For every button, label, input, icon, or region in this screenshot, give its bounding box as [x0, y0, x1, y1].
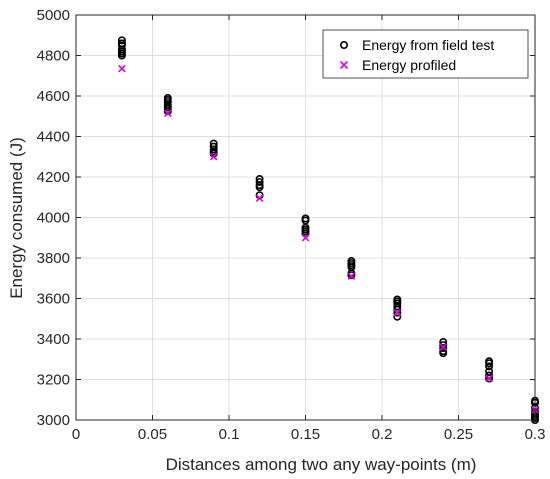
y-tick-label: 3800: [37, 250, 70, 267]
profiled-point: [209, 152, 218, 161]
x-tick-label: 0.05: [138, 426, 167, 443]
series-2: [118, 64, 539, 414]
field-test-point: [485, 362, 494, 371]
y-tick-label: 3600: [37, 291, 70, 308]
field-test-point: [163, 107, 172, 116]
x-tick-label: 0.15: [291, 426, 320, 443]
profiled-point: [439, 343, 447, 351]
profiled-point: [164, 109, 172, 117]
field-test-point: [439, 344, 448, 353]
x-tick-label: 0.2: [372, 426, 393, 443]
y-axis-ticks: 3000 3200 3400 3600 3800 4000 4200 4400 4600 4800…: [37, 7, 535, 429]
y-tick-label: 4200: [37, 169, 70, 186]
y-tick-label: 4600: [37, 88, 70, 105]
profiled-point: [393, 308, 402, 317]
x-axis-ticks: 0 0.05 0.1 0.15 0.2 0.25 0.3: [72, 15, 546, 443]
y-tick-label: 3200: [37, 372, 70, 389]
profiled-point: [301, 233, 310, 242]
profiled-point: [118, 64, 126, 73]
legend-x-marker-icon: [339, 60, 349, 70]
field-test-point: [347, 271, 356, 280]
y-tick-label: 4800: [37, 48, 70, 65]
field-test-point: [255, 178, 264, 187]
profiled-point: [485, 374, 493, 383]
legend-entry-field-test: Energy from field test: [362, 37, 494, 53]
x-tick-label: 0.1: [219, 426, 240, 443]
x-axis-label: Distances among two any way-points (m): [166, 455, 477, 474]
y-tick-label: 3400: [37, 331, 70, 348]
data-points: [117, 36, 539, 424]
y-axis-label: Energy consumed (J): [7, 137, 26, 299]
x-tick-label: 0.3: [525, 426, 546, 443]
y-tick-label: 4400: [37, 129, 70, 146]
field-test-point: [485, 374, 494, 383]
legend-circle-marker-icon: [339, 40, 348, 49]
legend-entry-profiled: Energy profiled: [362, 57, 456, 73]
profiled-point: [347, 272, 356, 280]
legend: Energy from field test Energy profiled: [322, 29, 529, 79]
field-test-point: [485, 359, 494, 368]
field-test-point: [255, 183, 264, 192]
profiled-point: [255, 194, 264, 203]
x-tick-label: 0: [72, 426, 80, 443]
y-tick-label: 4000: [37, 210, 70, 227]
legend-box: [322, 29, 529, 79]
x-tick-label: 0.25: [444, 426, 473, 443]
field-test-point: [439, 349, 448, 358]
field-test-point: [117, 36, 126, 45]
y-tick-label: 5000: [37, 7, 70, 24]
y-tick-label: 3000: [37, 412, 70, 429]
field-test-point: [117, 51, 126, 60]
series-1: [117, 36, 539, 424]
field-test-point: [393, 308, 402, 317]
